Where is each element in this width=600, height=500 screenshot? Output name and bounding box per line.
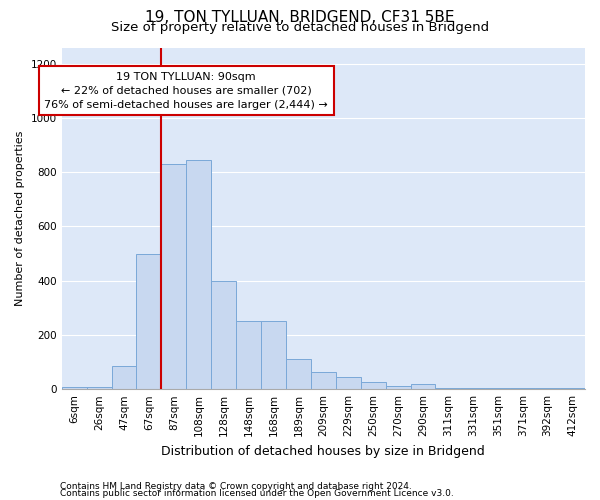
Bar [161,164,186,389]
Bar [261,322,286,389]
Bar [286,360,311,389]
Bar [386,386,410,389]
Bar [436,388,460,389]
Bar [136,254,161,389]
Bar [236,322,261,389]
Bar [311,372,336,389]
Bar [410,384,436,389]
X-axis label: Distribution of detached houses by size in Bridgend: Distribution of detached houses by size … [161,444,485,458]
Bar [86,387,112,389]
Bar [510,388,535,389]
Text: Size of property relative to detached houses in Bridgend: Size of property relative to detached ho… [111,21,489,34]
Bar [186,160,211,389]
Bar [560,388,585,389]
Bar [211,280,236,389]
Text: 19 TON TYLLUAN: 90sqm
← 22% of detached houses are smaller (702)
76% of semi-det: 19 TON TYLLUAN: 90sqm ← 22% of detached … [44,72,328,110]
Text: Contains public sector information licensed under the Open Government Licence v3: Contains public sector information licen… [60,489,454,498]
Text: Contains HM Land Registry data © Crown copyright and database right 2024.: Contains HM Land Registry data © Crown c… [60,482,412,491]
Bar [361,382,386,389]
Bar [62,387,86,389]
Bar [336,377,361,389]
Bar [112,366,136,389]
Y-axis label: Number of detached properties: Number of detached properties [15,130,25,306]
Bar [485,388,510,389]
Bar [535,388,560,389]
Bar [460,388,485,389]
Text: 19, TON TYLLUAN, BRIDGEND, CF31 5BE: 19, TON TYLLUAN, BRIDGEND, CF31 5BE [145,10,455,25]
